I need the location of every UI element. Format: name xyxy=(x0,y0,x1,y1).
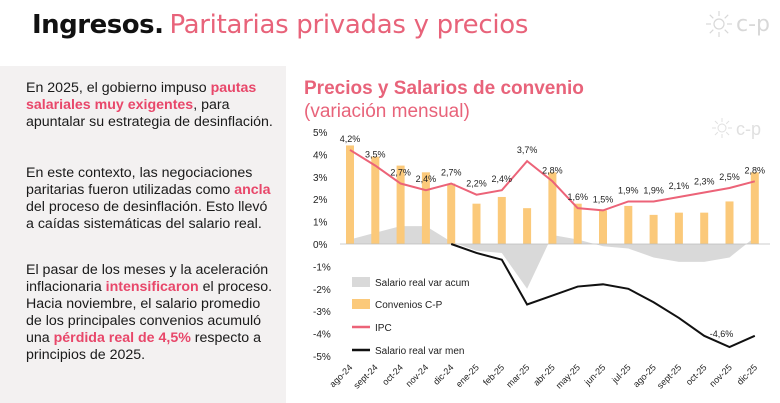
y-tick-label: -1% xyxy=(313,262,331,273)
ipc-data-label: 3,5% xyxy=(365,150,386,160)
bar-convenios xyxy=(421,172,430,244)
y-tick-label: 0% xyxy=(313,240,328,251)
salario-real-min-label: -4,6% xyxy=(710,329,734,339)
bar-convenios xyxy=(750,172,759,244)
body-text: En 2025, el gobierno impuso xyxy=(26,80,211,96)
x-tick-label: ago-25 xyxy=(631,362,658,389)
x-tick-label: mar-25 xyxy=(504,362,531,389)
x-tick-label: oct-25 xyxy=(684,362,709,387)
x-tick-label: ago-24 xyxy=(328,362,355,389)
watermark-text: c-p xyxy=(736,119,761,139)
ipc-data-label: 2,8% xyxy=(745,165,766,175)
left-text-panel xyxy=(0,66,286,403)
y-tick-label: 4% xyxy=(313,150,328,161)
paragraph-1: En 2025, el gobierno impuso pautas salar… xyxy=(26,80,276,131)
ipc-data-label: 2,4% xyxy=(492,174,513,184)
x-tick-label: jun-25 xyxy=(582,362,607,387)
line-salario-real-men xyxy=(450,243,756,349)
x-tick-label: nov-25 xyxy=(707,362,734,389)
ipc-data-label: 1,6% xyxy=(567,192,588,202)
body-text: , para apuntalar su estrategia de desinf… xyxy=(26,97,273,130)
x-tick-label: jul-25 xyxy=(609,362,632,385)
y-tick-label: -5% xyxy=(313,352,331,363)
x-tick-label: dic-24 xyxy=(431,362,455,386)
body-text: En este contexto, las negociaciones pari… xyxy=(26,165,253,198)
brand-logo: c-p xyxy=(704,6,770,42)
y-tick-label: -4% xyxy=(313,330,331,341)
bar-convenios xyxy=(624,205,633,244)
x-tick-label: sept-24 xyxy=(351,362,379,390)
y-tick-label: 3% xyxy=(313,173,328,184)
paragraph-3: El pasar de los meses y la aceleración i… xyxy=(26,262,276,364)
bar-convenios xyxy=(447,183,456,244)
body-text: del proceso de desinflación. Esto llevó … xyxy=(26,199,268,232)
bar-convenios xyxy=(346,145,354,244)
ipc-data-label: 2,1% xyxy=(669,181,690,191)
bar-convenios xyxy=(674,212,683,244)
slide-title: Ingresos. Paritarias privadas y precios xyxy=(32,4,528,46)
ipc-data-label: 3,7% xyxy=(517,145,538,155)
x-tick-label: feb-25 xyxy=(481,362,506,387)
body-text: El pasar de los meses y la aceleración i… xyxy=(26,262,269,295)
legend-label: Convenios C-P xyxy=(375,300,443,311)
bar-convenios xyxy=(472,203,481,244)
line-ipc xyxy=(349,149,756,212)
ipc-data-label: 2,7% xyxy=(441,168,462,178)
x-tick-label: ene-25 xyxy=(454,362,481,389)
ipc-data-label: 1,9% xyxy=(618,185,639,195)
paragraph-2: En este contexto, las negociaciones pari… xyxy=(26,165,276,233)
chart-subtitle: (variación mensual) xyxy=(304,101,470,122)
ipc-data-label: 2,2% xyxy=(466,179,487,189)
ipc-data-label: 2,7% xyxy=(390,168,411,178)
y-tick-label: 2% xyxy=(313,195,328,206)
body-text: respecto a principios de 2025. xyxy=(26,330,262,363)
logo-text: c-p xyxy=(736,11,770,37)
x-tick-label: may-25 xyxy=(554,362,582,390)
bar-convenios xyxy=(649,214,658,244)
legend-label: Salario real var men xyxy=(375,346,464,357)
ipc-data-label: 1,5% xyxy=(593,194,614,204)
legend-label: Salario real var acum xyxy=(375,278,469,289)
body-text: el proceso. Hacia noviembre, el salario … xyxy=(26,279,273,346)
bar-convenios xyxy=(599,210,607,244)
x-tick-label: dic-25 xyxy=(735,362,759,386)
ipc-data-label: 2,3% xyxy=(694,176,715,186)
x-tick-label: sept-25 xyxy=(655,362,683,390)
x-tick-label: nov-24 xyxy=(404,362,431,389)
legend-swatch-area xyxy=(352,277,370,287)
bar-convenios xyxy=(725,201,734,244)
legend-label: IPC xyxy=(375,323,392,334)
bar-convenios xyxy=(700,212,709,244)
watermark-logo-icon xyxy=(712,118,732,138)
highlight-text: pautas salariales muy exigentes xyxy=(26,80,257,113)
sun-logo-icon xyxy=(706,11,732,37)
highlight-text: intensificaron xyxy=(105,279,199,295)
y-tick-label: -3% xyxy=(313,307,331,318)
y-tick-label: 1% xyxy=(313,218,328,229)
bar-convenios xyxy=(573,203,582,244)
title-bold: Ingresos. xyxy=(32,10,164,40)
highlight-text: pérdida real de 4,5% xyxy=(53,330,191,346)
bar-convenios xyxy=(497,196,506,244)
ipc-data-label: 2,8% xyxy=(542,165,563,175)
bar-convenios xyxy=(523,208,532,244)
ipc-data-label: 2,5% xyxy=(719,172,740,182)
ipc-data-label: 1,9% xyxy=(643,185,664,195)
y-tick-label: -2% xyxy=(313,285,331,296)
legend-swatch-bars xyxy=(352,299,370,309)
bar-convenios xyxy=(396,165,405,244)
bar-convenios xyxy=(548,172,557,244)
y-tick-label: 5% xyxy=(313,128,328,139)
highlight-text: ancla xyxy=(234,182,271,198)
x-tick-label: oct-24 xyxy=(380,362,405,387)
ipc-data-label: 4,2% xyxy=(340,134,361,144)
ipc-data-label: 2,4% xyxy=(416,174,437,184)
title-light: Paritarias privadas y precios xyxy=(169,10,529,40)
bar-convenios xyxy=(371,156,380,244)
chart-title: Precios y Salarios de convenio xyxy=(304,78,584,99)
